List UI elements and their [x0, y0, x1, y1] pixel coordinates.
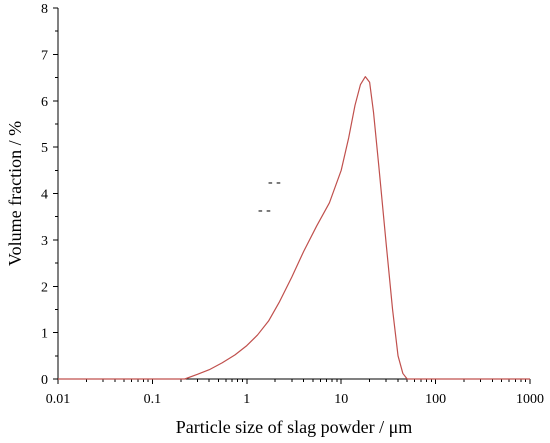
x-tick-label: 0.1: [144, 392, 162, 407]
annotation-text: - -: [268, 175, 281, 190]
y-tick-label: 3: [41, 234, 48, 249]
y-tick-label: 1: [41, 327, 48, 342]
x-axis-title: Particle size of slag powder / μm: [176, 417, 413, 437]
plot-area: 0 1 2 3 4 5 6 7 8 0.01 0.1 1 10 100 1000: [41, 2, 544, 407]
annotation-text: - -: [258, 203, 271, 218]
series-line-0: [58, 76, 530, 380]
y-tick-label: 5: [41, 141, 48, 156]
y-tick-label: 6: [41, 95, 48, 110]
y-tick-label: 7: [41, 48, 48, 63]
y-tick-label: 2: [41, 280, 48, 295]
y-tick-label: 4: [41, 188, 48, 203]
x-tick-label: 1: [243, 392, 250, 407]
y-tick-label: 8: [41, 2, 48, 17]
x-tick-label: 100: [425, 392, 446, 407]
y-axis-title: Volume fraction / %: [5, 121, 25, 266]
x-tick-label: 1000: [516, 392, 544, 407]
x-tick-label: 10: [334, 392, 348, 407]
x-tick-label: 0.01: [46, 392, 71, 407]
y-tick-label: 0: [41, 373, 48, 388]
